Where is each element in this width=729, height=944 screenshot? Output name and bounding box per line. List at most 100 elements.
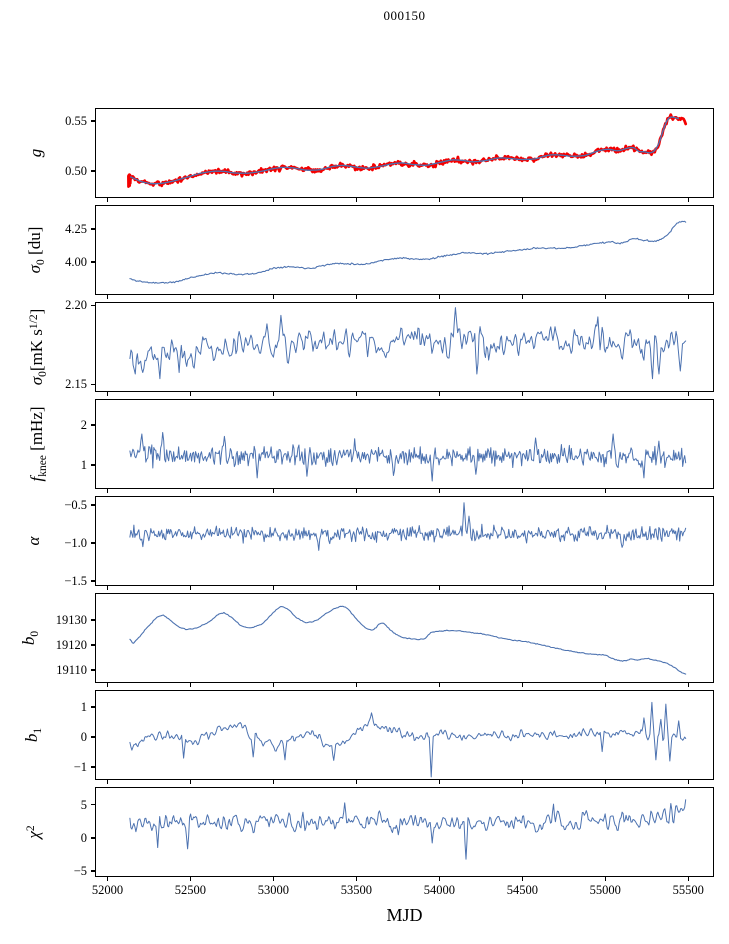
y-tick-mark: [91, 837, 95, 839]
panel-sigma0-du: [95, 205, 714, 295]
x-tick-mark: [106, 392, 109, 396]
chi2-axis-label-part: 2: [25, 825, 37, 832]
y-tick-label: 19130: [55, 613, 87, 627]
sigma0-mks-axis-label-part: σ: [27, 376, 46, 386]
x-tick-mark: [687, 489, 689, 493]
sigma0-du-line: [129, 220, 687, 284]
x-tick-mark: [189, 683, 191, 687]
x-tick-mark: [106, 780, 109, 784]
panel-sigma0-mks: [95, 302, 714, 392]
y-tick-mark: [91, 228, 95, 230]
x-tick-mark: [189, 198, 191, 202]
fknee-line: [129, 431, 687, 482]
y-tick-label: 4.00: [65, 255, 87, 269]
b1-axis-label-part: 1: [32, 727, 44, 734]
x-tick-mark: [355, 489, 357, 493]
x-tick-mark: [272, 683, 274, 687]
x-tick-label: 54000: [423, 883, 455, 897]
x-tick-mark: [106, 586, 109, 590]
sigma0-mks-axis-label: σ0[mK s1/2]: [27, 309, 49, 386]
x-tick-mark: [189, 489, 191, 493]
alpha-plot-area: [129, 502, 687, 551]
fknee-axis-label: fknee [mHz]: [27, 406, 49, 481]
x-tick-mark: [272, 780, 274, 784]
y-tick-label: 2.20: [65, 298, 87, 313]
g-axis-label: g: [26, 149, 46, 158]
x-tick-mark: [106, 489, 109, 493]
x-tick-mark: [272, 877, 274, 881]
g-axis-label-part: g: [26, 148, 45, 158]
y-tick-label: 5: [80, 797, 87, 812]
x-tick-mark: [438, 295, 440, 299]
b0-axis-label-part: b: [19, 636, 38, 646]
b1-axis-label: b1: [22, 728, 44, 742]
fknee-plot-area: [129, 431, 687, 482]
x-tick-label: 52000: [91, 883, 124, 897]
x-tick-mark: [272, 489, 274, 493]
b1-line: [129, 701, 687, 778]
fknee-axis-label-part: knee: [37, 455, 49, 477]
x-tick-mark: [521, 198, 523, 202]
figure-title: 000150: [383, 8, 426, 23]
y-tick-mark: [91, 120, 95, 122]
sigma0-mks-plot-area: [129, 307, 687, 380]
y-tick-label: −1.0: [64, 535, 87, 550]
chi2-axis-label-part: χ: [24, 831, 43, 839]
x-tick-mark: [272, 295, 274, 299]
x-tick-mark: [106, 683, 109, 687]
x-tick-mark: [687, 392, 689, 396]
x-tick-mark: [106, 877, 109, 881]
x-tick-mark: [355, 877, 357, 881]
sigma0-mks-line: [129, 307, 687, 380]
x-tick-mark: [355, 780, 357, 784]
y-tick-label: 2.15: [65, 377, 87, 392]
x-tick-mark: [604, 780, 606, 784]
sigma0-du-plot-area: [129, 220, 687, 284]
y-tick-mark: [91, 170, 95, 172]
x-tick-mark: [687, 683, 689, 687]
alpha-axis-label: α: [24, 537, 44, 546]
x-tick-mark: [106, 295, 109, 299]
x-tick-mark: [521, 586, 523, 590]
chi2-axis-label: χ2: [24, 825, 44, 838]
x-tick-label: 53500: [340, 883, 372, 897]
x-tick-mark: [438, 489, 440, 493]
x-tick-mark: [189, 586, 191, 590]
y-tick-mark: [91, 504, 95, 506]
b0-axis-label-part: 0: [29, 630, 41, 637]
y-tick-mark: [91, 580, 95, 582]
x-tick-mark: [438, 198, 440, 202]
y-tick-label: 0.50: [65, 164, 87, 178]
y-tick-label: 1: [80, 458, 87, 472]
y-tick-label: −0.5: [64, 497, 87, 512]
x-tick-label: 55500: [672, 883, 704, 897]
panel-alpha: [95, 496, 714, 586]
fknee-axis-label-part: f: [27, 476, 46, 482]
x-tick-mark: [604, 586, 606, 590]
sigma0-du-axis-label-part: σ: [25, 264, 44, 274]
chi2-line: [129, 799, 687, 860]
x-tick-mark: [272, 586, 274, 590]
y-tick-mark: [91, 736, 95, 738]
x-tick-mark: [355, 295, 357, 299]
sigma0-mks-axis-label-part: 1/2: [28, 314, 40, 330]
y-tick-mark: [91, 464, 95, 466]
x-tick-mark: [604, 295, 606, 299]
y-tick-label: −5: [73, 864, 87, 879]
y-tick-mark: [91, 542, 95, 544]
sigma0-du-axis-label-part: 0: [35, 259, 47, 265]
x-tick-mark: [521, 489, 523, 493]
x-tick-label: 54500: [506, 883, 538, 897]
x-tick-mark: [687, 780, 689, 784]
x-tick-mark: [189, 392, 191, 396]
x-tick-mark: [272, 392, 274, 396]
x-tick-mark: [438, 877, 440, 881]
x-tick-mark: [687, 877, 689, 881]
x-tick-mark: [189, 877, 191, 881]
fknee-axis-label-part: [mHz]: [27, 406, 46, 456]
b1-axis-label-part: b: [22, 733, 41, 743]
y-tick-label: −1: [73, 760, 87, 774]
panel-g: [95, 108, 714, 198]
x-tick-mark: [355, 198, 357, 202]
x-tick-mark: [106, 198, 109, 202]
